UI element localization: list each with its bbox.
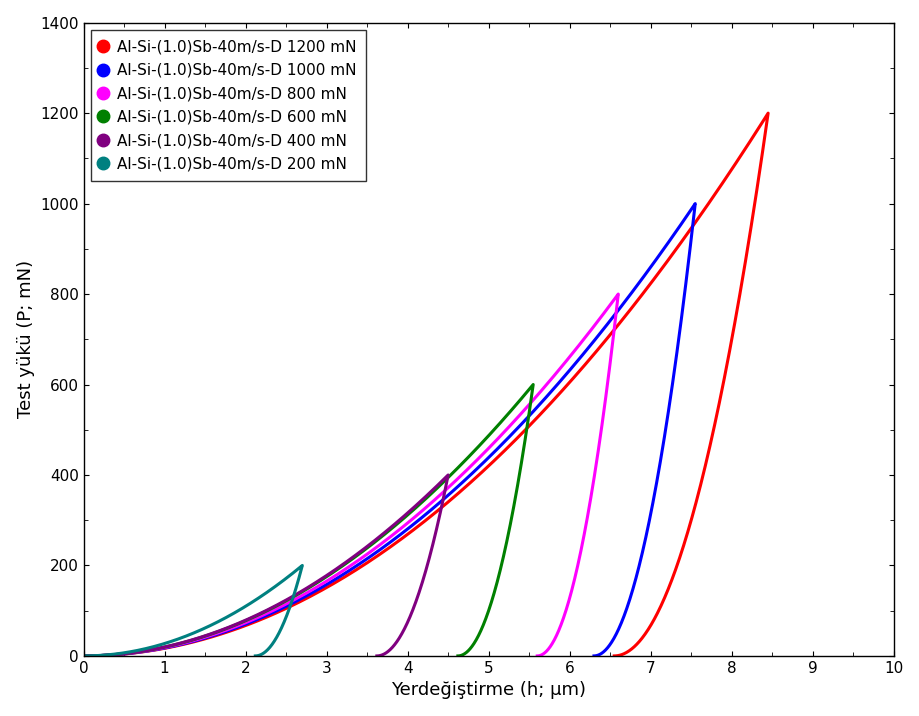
Y-axis label: Test yükü (P; mN): Test yükü (P; mN) — [17, 260, 35, 418]
Al-Si-(1.0)Sb-40m/s-D 800 mN — [141, 647, 152, 655]
Al-Si-(1.0)Sb-40m/s-D 200 mN — [289, 591, 300, 599]
Al-Si-(1.0)Sb-40m/s-D 800 mN — [597, 407, 608, 415]
Al-Si-(1.0)Sb-40m/s-D 400 mN — [78, 652, 89, 660]
Al-Si-(1.0)Sb-40m/s-D 200 mN — [274, 628, 285, 637]
Al-Si-(1.0)Sb-40m/s-D 1200 mN — [608, 652, 619, 660]
Al-Si-(1.0)Sb-40m/s-D 1200 mN — [762, 109, 773, 117]
Al-Si-(1.0)Sb-40m/s-D 400 mN — [153, 644, 164, 653]
Al-Si-(1.0)Sb-40m/s-D 200 mN — [250, 652, 261, 660]
Al-Si-(1.0)Sb-40m/s-D 800 mN — [305, 586, 316, 595]
Al-Si-(1.0)Sb-40m/s-D 200 mN — [122, 648, 133, 657]
Al-Si-(1.0)Sb-40m/s-D 200 mN — [297, 561, 308, 570]
Al-Si-(1.0)Sb-40m/s-D 600 mN — [170, 640, 181, 649]
Al-Si-(1.0)Sb-40m/s-D 1000 mN — [671, 345, 682, 354]
Al-Si-(1.0)Sb-40m/s-D 1000 mN — [337, 570, 348, 579]
X-axis label: Yerdeğiştirme (h; μm): Yerdeğiştirme (h; μm) — [391, 682, 585, 700]
Al-Si-(1.0)Sb-40m/s-D 600 mN — [130, 648, 142, 657]
Al-Si-(1.0)Sb-40m/s-D 800 mN — [531, 652, 542, 660]
Al-Si-(1.0)Sb-40m/s-D 600 mN — [514, 468, 525, 477]
Al-Si-(1.0)Sb-40m/s-D 1200 mN — [158, 644, 169, 653]
Al-Si-(1.0)Sb-40m/s-D 600 mN — [452, 652, 463, 660]
Al-Si-(1.0)Sb-40m/s-D 1000 mN — [202, 633, 213, 642]
Al-Si-(1.0)Sb-40m/s-D 1000 mN — [689, 199, 700, 208]
Line: Al-Si-(1.0)Sb-40m/s-D 1000 mN: Al-Si-(1.0)Sb-40m/s-D 1000 mN — [84, 203, 695, 656]
Al-Si-(1.0)Sb-40m/s-D 800 mN — [612, 290, 623, 299]
Al-Si-(1.0)Sb-40m/s-D 400 mN — [371, 652, 382, 660]
Al-Si-(1.0)Sb-40m/s-D 800 mN — [187, 637, 198, 645]
Al-Si-(1.0)Sb-40m/s-D 200 mN — [78, 652, 89, 660]
Al-Si-(1.0)Sb-40m/s-D 1000 mN — [588, 652, 599, 660]
Al-Si-(1.0)Sb-40m/s-D 1200 mN — [369, 553, 380, 562]
Al-Si-(1.0)Sb-40m/s-D 400 mN — [371, 652, 382, 660]
Line: Al-Si-(1.0)Sb-40m/s-D 600 mN: Al-Si-(1.0)Sb-40m/s-D 600 mN — [84, 384, 533, 656]
Al-Si-(1.0)Sb-40m/s-D 400 mN — [233, 619, 244, 627]
Line: Al-Si-(1.0)Sb-40m/s-D 200 mN: Al-Si-(1.0)Sb-40m/s-D 200 mN — [84, 566, 302, 656]
Al-Si-(1.0)Sb-40m/s-D 1000 mN — [588, 652, 599, 660]
Al-Si-(1.0)Sb-40m/s-D 400 mN — [429, 529, 440, 538]
Al-Si-(1.0)Sb-40m/s-D 800 mN — [531, 652, 542, 660]
Al-Si-(1.0)Sb-40m/s-D 1200 mN — [78, 652, 89, 660]
Al-Si-(1.0)Sb-40m/s-D 800 mN — [78, 652, 89, 660]
Line: Al-Si-(1.0)Sb-40m/s-D 400 mN: Al-Si-(1.0)Sb-40m/s-D 400 mN — [84, 475, 448, 656]
Al-Si-(1.0)Sb-40m/s-D 1000 mN — [150, 645, 161, 654]
Al-Si-(1.0)Sb-40m/s-D 1200 mN — [734, 284, 745, 293]
Al-Si-(1.0)Sb-40m/s-D 600 mN — [491, 581, 502, 589]
Line: Al-Si-(1.0)Sb-40m/s-D 800 mN: Al-Si-(1.0)Sb-40m/s-D 800 mN — [84, 294, 618, 656]
Al-Si-(1.0)Sb-40m/s-D 600 mN — [528, 380, 539, 389]
Al-Si-(1.0)Sb-40m/s-D 200 mN — [104, 650, 115, 659]
Al-Si-(1.0)Sb-40m/s-D 1000 mN — [78, 652, 89, 660]
Al-Si-(1.0)Sb-40m/s-D 400 mN — [120, 649, 131, 658]
Al-Si-(1.0)Sb-40m/s-D 400 mN — [407, 604, 418, 613]
Al-Si-(1.0)Sb-40m/s-D 800 mN — [573, 557, 584, 566]
Al-Si-(1.0)Sb-40m/s-D 1200 mN — [686, 510, 698, 518]
Al-Si-(1.0)Sb-40m/s-D 600 mN — [268, 603, 279, 611]
Al-Si-(1.0)Sb-40m/s-D 1200 mN — [608, 652, 619, 660]
Al-Si-(1.0)Sb-40m/s-D 1200 mN — [218, 629, 229, 638]
Line: Al-Si-(1.0)Sb-40m/s-D 1200 mN: Al-Si-(1.0)Sb-40m/s-D 1200 mN — [84, 113, 767, 656]
Al-Si-(1.0)Sb-40m/s-D 200 mN — [250, 652, 261, 660]
Legend: Al-Si-(1.0)Sb-40m/s-D 1200 mN, Al-Si-(1.0)Sb-40m/s-D 1000 mN, Al-Si-(1.0)Sb-40m/: Al-Si-(1.0)Sb-40m/s-D 1200 mN, Al-Si-(1.… — [91, 30, 366, 180]
Al-Si-(1.0)Sb-40m/s-D 400 mN — [442, 470, 453, 479]
Al-Si-(1.0)Sb-40m/s-D 600 mN — [452, 652, 463, 660]
Al-Si-(1.0)Sb-40m/s-D 1000 mN — [640, 533, 651, 542]
Al-Si-(1.0)Sb-40m/s-D 600 mN — [78, 652, 89, 660]
Al-Si-(1.0)Sb-40m/s-D 200 mN — [171, 635, 182, 644]
